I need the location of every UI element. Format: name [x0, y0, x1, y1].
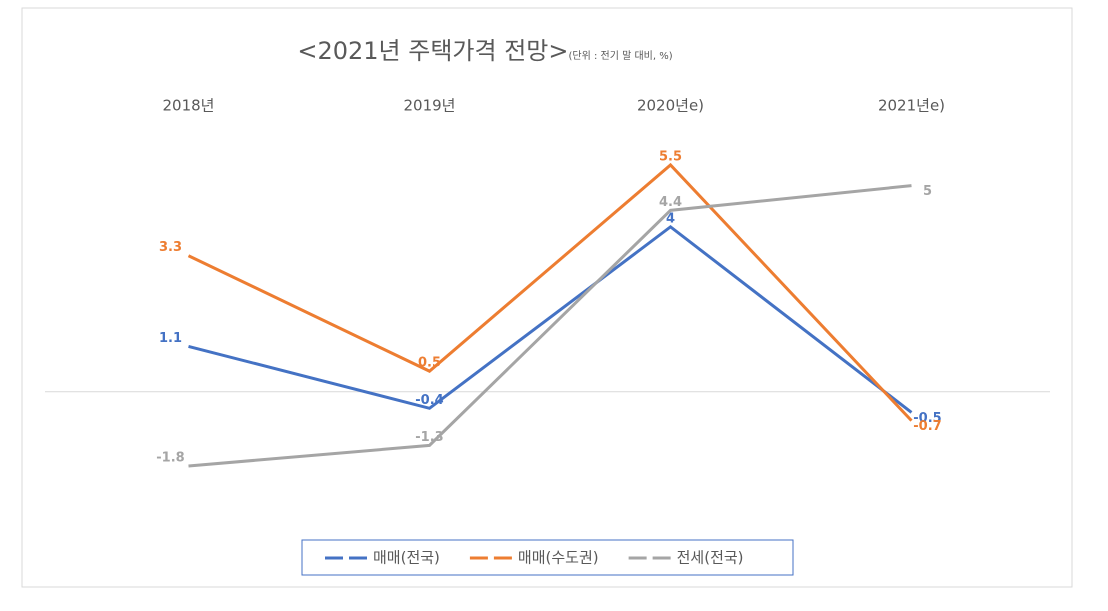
data-label: 4.4 [659, 195, 682, 210]
legend-box [301, 539, 794, 576]
data-label: 3.3 [159, 240, 182, 255]
chart-title-group: <2021년 주택가격 전망>(단위 : 전기 말 대비, %) [297, 37, 672, 65]
x-tick-label: 2021년e) [878, 97, 945, 115]
data-label: -1.8 [156, 451, 184, 466]
data-label: 5 [923, 184, 932, 199]
data-label: 4 [666, 211, 675, 226]
x-tick-label: 2018년 [163, 97, 215, 115]
series-line [188, 184, 912, 468]
x-tick-label: 2019년 [404, 97, 456, 115]
data-label: 1.1 [159, 331, 182, 346]
data-label: -0.4 [415, 393, 443, 408]
series-line [187, 162, 913, 422]
legend-label: 매매(수도권) [518, 549, 599, 567]
legend-label: 전세(전국) [677, 549, 744, 567]
data-label: -0.7 [913, 419, 941, 434]
series-line [188, 224, 913, 414]
data-label: 5.5 [659, 150, 682, 165]
x-tick-label: 2020년e) [637, 97, 704, 115]
data-label: 0.5 [418, 356, 441, 371]
chart-subtitle: (단위 : 전기 말 대비, %) [568, 49, 672, 62]
chart-border [21, 7, 1073, 588]
data-label: -0.5 [913, 411, 941, 426]
legend-label: 매매(전국) [373, 549, 440, 567]
data-label: -1.3 [415, 430, 443, 445]
chart-title: <2021년 주택가격 전망> [297, 37, 568, 65]
